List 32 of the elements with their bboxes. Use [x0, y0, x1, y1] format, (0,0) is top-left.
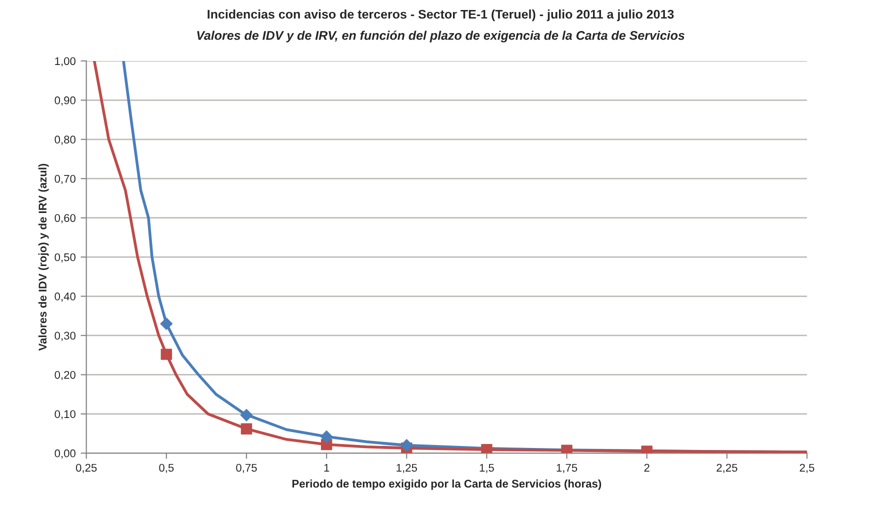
x-tick-label: 2	[644, 464, 650, 472]
y-tick-label: 0,60	[54, 214, 76, 224]
point	[320, 430, 333, 443]
x-tick-label: 1,75	[556, 464, 578, 474]
y-tick-label: 0,40	[54, 292, 76, 302]
x-axis-title: Periodo de tempo exigido por la Carta de Servicios (horas)	[292, 479, 602, 490]
y-tick-label: 1,00	[55, 57, 76, 66]
y-tick-label: 0,70	[54, 174, 76, 184]
point	[400, 439, 413, 452]
x-tick-label: 2,25	[716, 464, 738, 474]
y-tick-label: 0,90	[54, 96, 76, 106]
y-axis-title: Valores de IDV (rojo) y de IRV (azul)	[38, 164, 49, 351]
point	[160, 348, 172, 360]
y-tick-label: 0,10	[54, 410, 76, 420]
y-tick-label: 0,00	[54, 449, 76, 459]
chart-title: Incidencias con aviso de terceros - Sector TE-1 (Teruel) - julio 2011 a julio 2013	[208, 9, 674, 22]
x-tick-label: 0,75	[236, 464, 257, 474]
chart-subtitle: Valores de IDV y de IRV, en función del plazo de exigencia de la Carta de Servicios	[197, 30, 685, 42]
point	[160, 317, 173, 330]
point	[240, 408, 253, 422]
y-tick-label: 0,20	[54, 370, 76, 380]
x-tick-label: 1,25	[396, 464, 417, 474]
y-tick-label: 0,80	[54, 136, 76, 145]
x-tick-label: 0,5	[159, 464, 174, 474]
x-tick-label: 2,5	[800, 464, 814, 474]
point	[481, 444, 492, 454]
point	[240, 423, 252, 434]
x-tick-label: 0,25	[76, 464, 97, 474]
y-tick-label: 0,30	[54, 332, 76, 341]
x-tick-label: 1,5	[480, 464, 494, 474]
y-tick-label: 0,50	[54, 253, 76, 262]
x-tick-label: 1	[324, 464, 330, 472]
